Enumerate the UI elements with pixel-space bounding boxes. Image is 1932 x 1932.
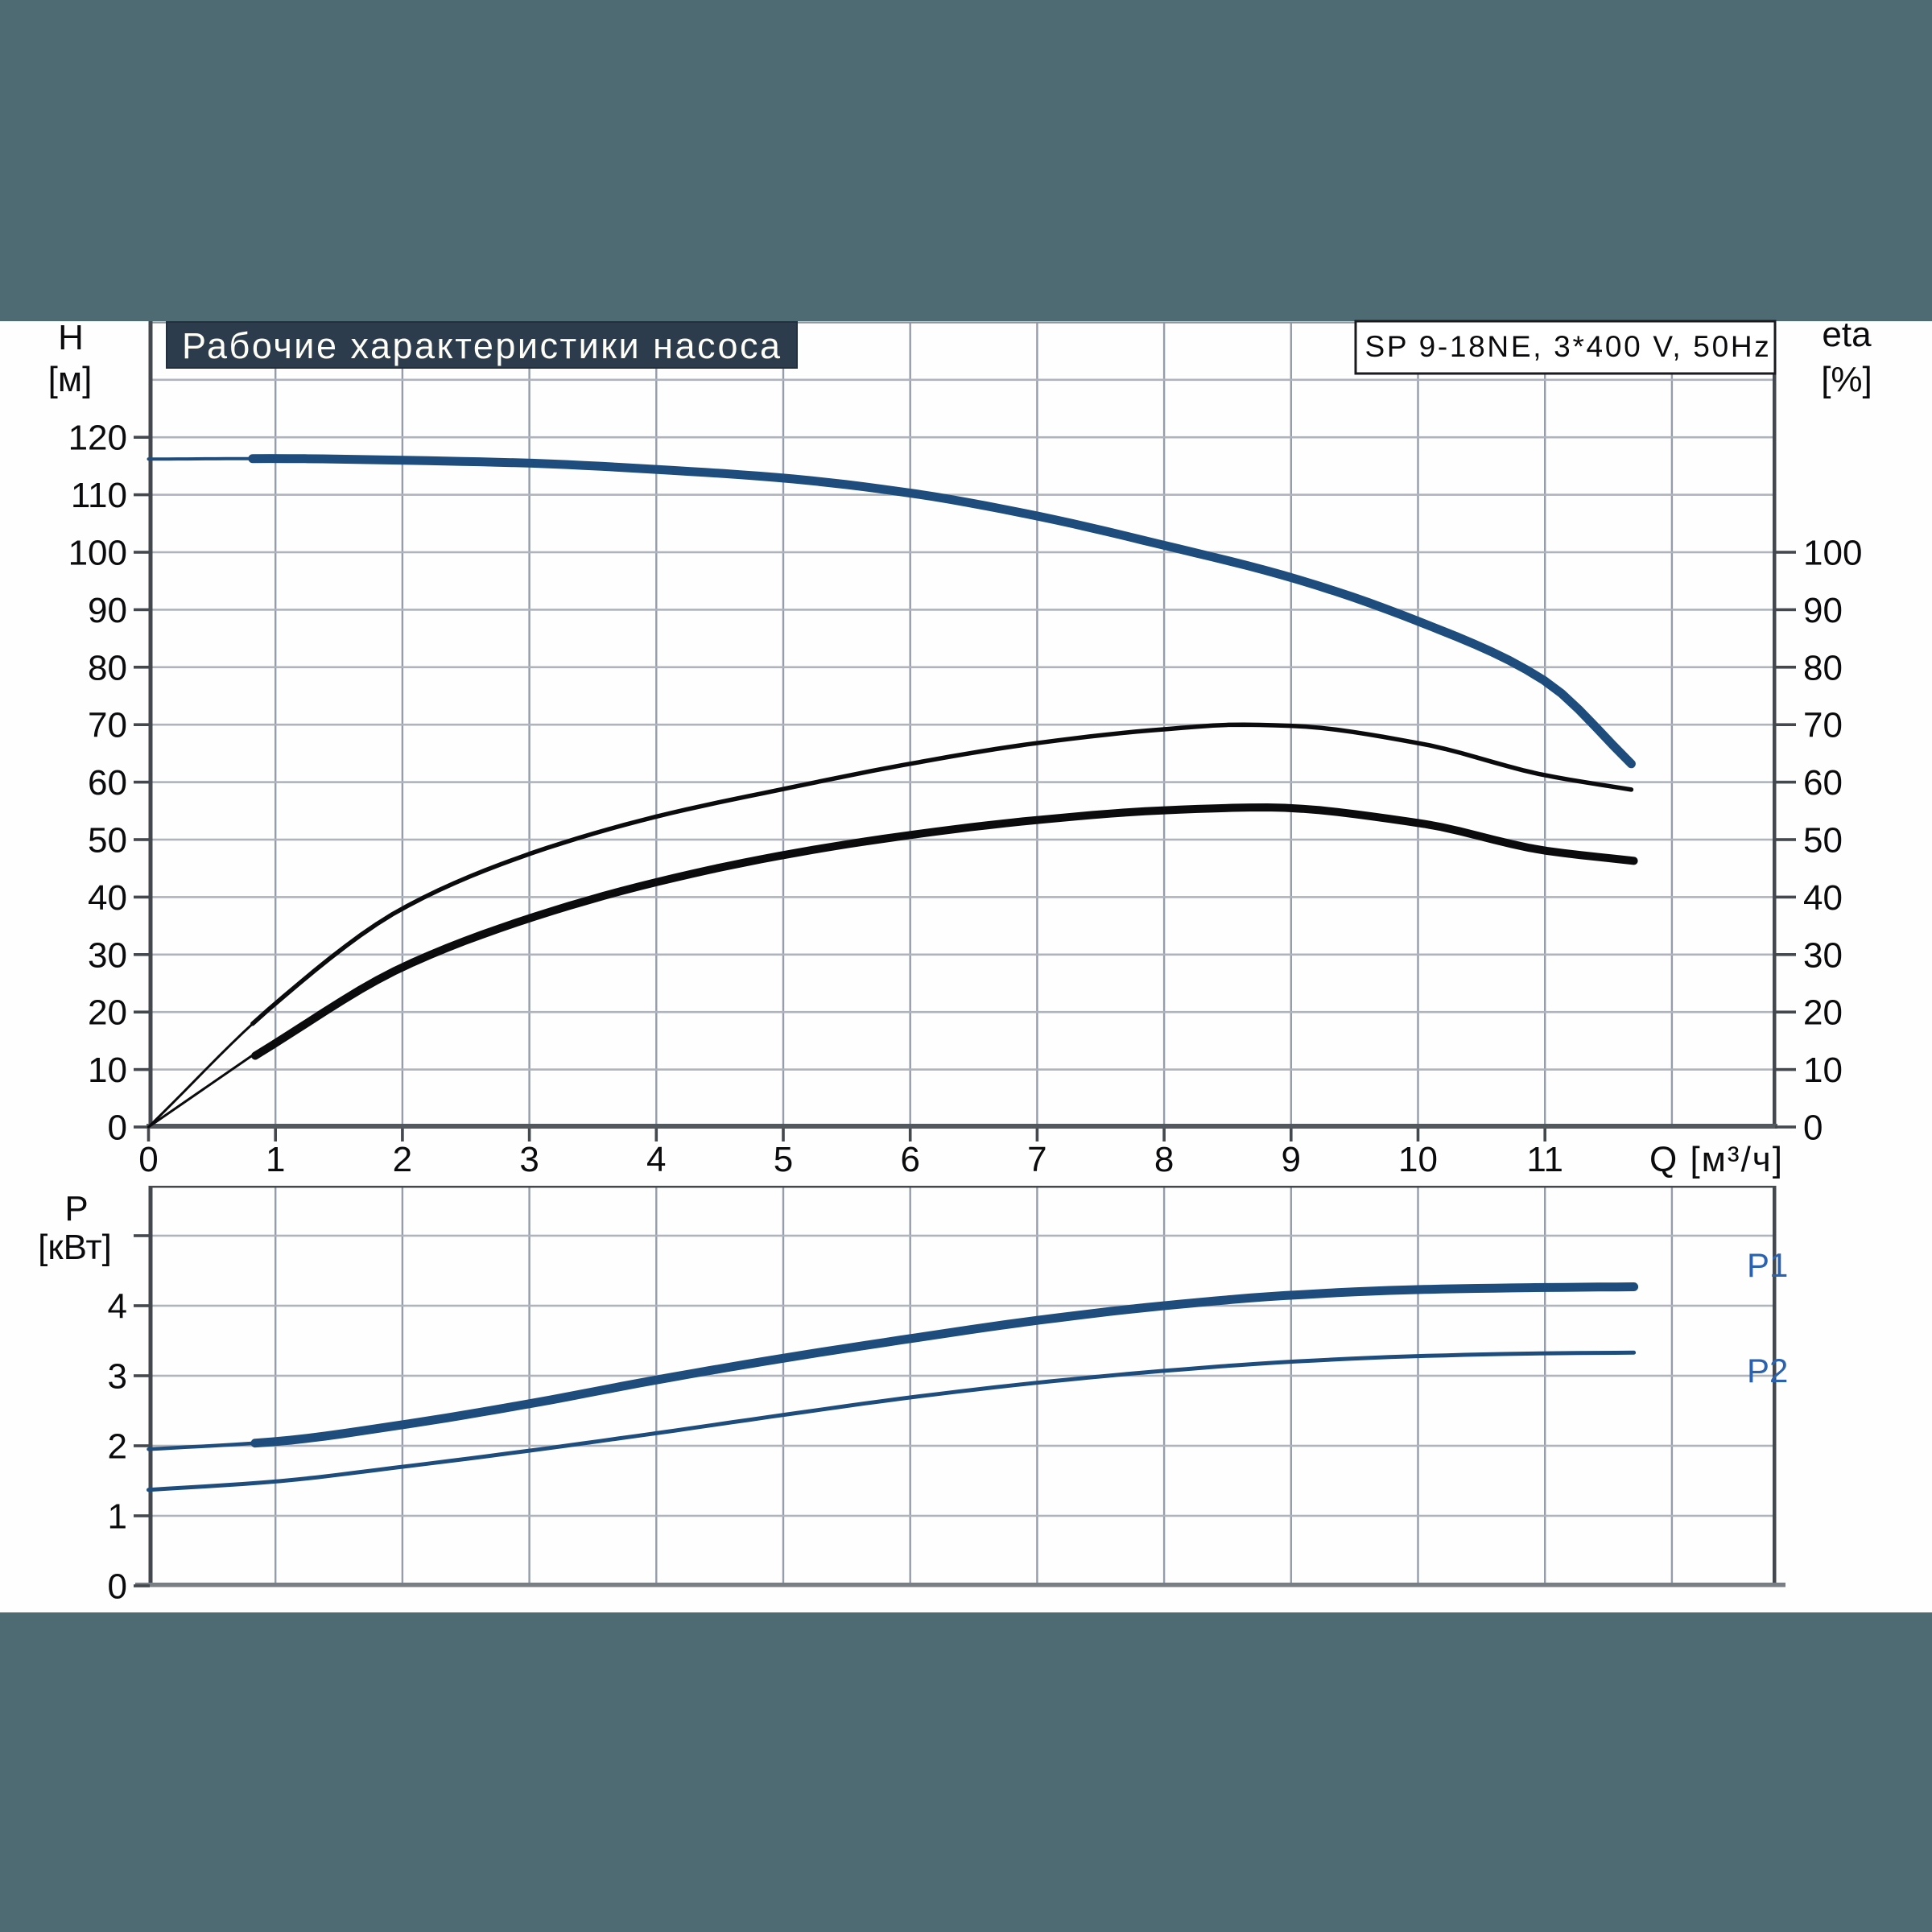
svg-text:9: 9 xyxy=(1282,1140,1301,1179)
svg-text:90: 90 xyxy=(1803,591,1843,630)
svg-text:60: 60 xyxy=(1803,763,1843,803)
svg-text:30: 30 xyxy=(1803,935,1843,975)
svg-text:[кВт]: [кВт] xyxy=(38,1228,112,1267)
svg-text:1: 1 xyxy=(108,1497,127,1537)
svg-text:2: 2 xyxy=(393,1140,412,1179)
svg-text:H: H xyxy=(58,318,84,357)
svg-text:SP 9-18NE, 3*400 V, 50Hz: SP 9-18NE, 3*400 V, 50Hz xyxy=(1365,330,1772,363)
svg-text:30: 30 xyxy=(88,935,127,975)
svg-text:1: 1 xyxy=(266,1140,285,1179)
svg-text:0: 0 xyxy=(108,1108,127,1148)
svg-text:0: 0 xyxy=(108,1567,127,1607)
svg-text:20: 20 xyxy=(1803,993,1843,1033)
svg-text:8: 8 xyxy=(1154,1140,1174,1179)
svg-text:70: 70 xyxy=(88,706,127,745)
svg-text:eta: eta xyxy=(1822,315,1872,354)
svg-text:[%]: [%] xyxy=(1821,360,1872,399)
svg-text:P2: P2 xyxy=(1747,1352,1788,1389)
svg-text:120: 120 xyxy=(68,419,127,458)
svg-text:0: 0 xyxy=(138,1140,158,1179)
svg-text:11: 11 xyxy=(1526,1140,1563,1179)
svg-text:50: 50 xyxy=(1803,821,1843,861)
svg-text:70: 70 xyxy=(1803,706,1843,745)
svg-text:3: 3 xyxy=(519,1140,539,1179)
svg-text:40: 40 xyxy=(1803,878,1843,918)
svg-text:100: 100 xyxy=(68,534,127,573)
svg-text:6: 6 xyxy=(900,1140,919,1179)
svg-text:60: 60 xyxy=(88,763,127,803)
svg-text:110: 110 xyxy=(71,476,127,515)
svg-text:P: P xyxy=(64,1189,88,1228)
svg-text:Рабочие характеристики насоса: Рабочие характеристики насоса xyxy=(182,325,782,366)
svg-text:0: 0 xyxy=(1803,1108,1823,1148)
svg-text:10: 10 xyxy=(88,1051,127,1090)
svg-text:7: 7 xyxy=(1027,1140,1046,1179)
svg-text:20: 20 xyxy=(88,993,127,1033)
svg-text:40: 40 xyxy=(88,878,127,918)
svg-text:4: 4 xyxy=(108,1287,127,1327)
svg-text:10: 10 xyxy=(1398,1140,1438,1179)
svg-text:80: 80 xyxy=(1803,648,1843,687)
svg-text:5: 5 xyxy=(774,1140,793,1179)
svg-text:3: 3 xyxy=(108,1357,127,1397)
svg-text:2: 2 xyxy=(108,1427,127,1467)
svg-text:80: 80 xyxy=(88,648,127,687)
svg-text:Q [м³/ч]: Q [м³/ч] xyxy=(1649,1140,1784,1179)
svg-text:P1: P1 xyxy=(1747,1246,1788,1284)
svg-text:90: 90 xyxy=(88,591,127,630)
svg-text:[м]: [м] xyxy=(48,360,93,399)
svg-text:10: 10 xyxy=(1803,1051,1843,1090)
svg-text:4: 4 xyxy=(646,1140,666,1179)
svg-text:50: 50 xyxy=(88,821,127,861)
svg-text:100: 100 xyxy=(1803,534,1862,573)
